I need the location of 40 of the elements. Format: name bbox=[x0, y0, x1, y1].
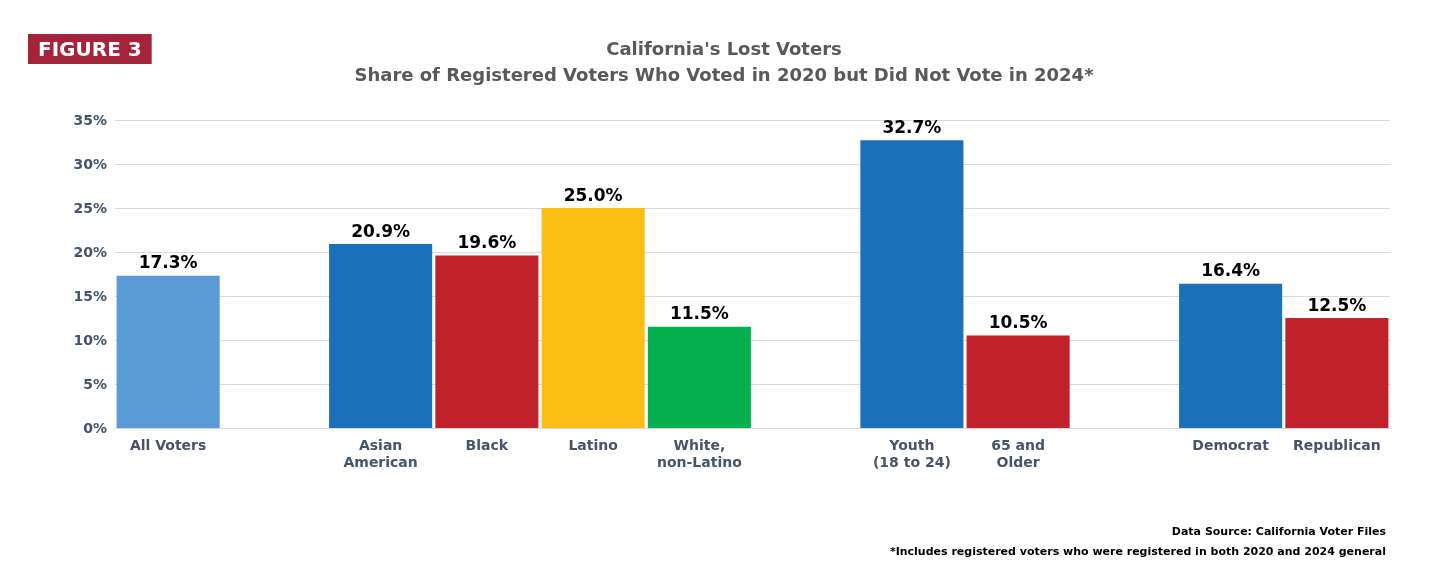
bar bbox=[1285, 318, 1389, 428]
data-label: 17.3% bbox=[138, 252, 198, 273]
bar bbox=[435, 255, 539, 428]
y-tick-label: 30% bbox=[73, 156, 107, 172]
y-tick-label: 35% bbox=[73, 112, 107, 128]
bar bbox=[1179, 283, 1283, 428]
y-tick-label: 5% bbox=[83, 376, 107, 392]
bar bbox=[966, 335, 1070, 428]
x-tick-label: Republican bbox=[1293, 436, 1381, 453]
x-tick-label: Latino bbox=[568, 436, 619, 453]
y-tick-label: 10% bbox=[73, 332, 107, 348]
x-tick-label: Youth (18 to 24) bbox=[872, 436, 951, 470]
data-label: 10.5% bbox=[988, 312, 1048, 333]
x-tick-label: Asian American bbox=[343, 436, 418, 470]
bar bbox=[329, 244, 433, 428]
x-tick-label: Democrat bbox=[1192, 436, 1270, 453]
y-tick-label: 20% bbox=[73, 244, 107, 260]
data-label: 12.5% bbox=[1307, 294, 1367, 315]
data-label: 16.4% bbox=[1201, 260, 1261, 281]
x-tick-label: 65 and Older bbox=[991, 436, 1046, 470]
x-tick-label: White, non-Latino bbox=[656, 436, 743, 470]
y-tick-label: 0% bbox=[83, 420, 107, 436]
data-label: 20.9% bbox=[351, 220, 411, 241]
x-tick-label: Black bbox=[465, 436, 509, 453]
bar bbox=[541, 208, 645, 428]
bar bbox=[116, 275, 220, 428]
bar bbox=[647, 326, 751, 428]
chart-title: California's Lost Voters bbox=[606, 37, 842, 59]
data-label: 19.6% bbox=[457, 232, 517, 253]
data-label: 25.0% bbox=[563, 184, 623, 205]
data-label: 11.5% bbox=[669, 303, 729, 324]
y-tick-label: 15% bbox=[73, 288, 107, 304]
y-tick-label: 25% bbox=[73, 200, 107, 216]
chart-subtitle: Share of Registered Voters Who Voted in 2020 but Did Not Vote in 2024* bbox=[354, 63, 1095, 85]
caption: FIGURE 3 bbox=[38, 37, 142, 61]
data-label: 32.7% bbox=[882, 116, 942, 137]
text: *Includes registered voters who were registered in both 2020 and 2024 general bbox=[889, 545, 1386, 558]
x-tick-label: All Voters bbox=[129, 436, 207, 453]
bar bbox=[860, 140, 964, 428]
source-note: Data Source: California Voter Files bbox=[1171, 525, 1387, 538]
